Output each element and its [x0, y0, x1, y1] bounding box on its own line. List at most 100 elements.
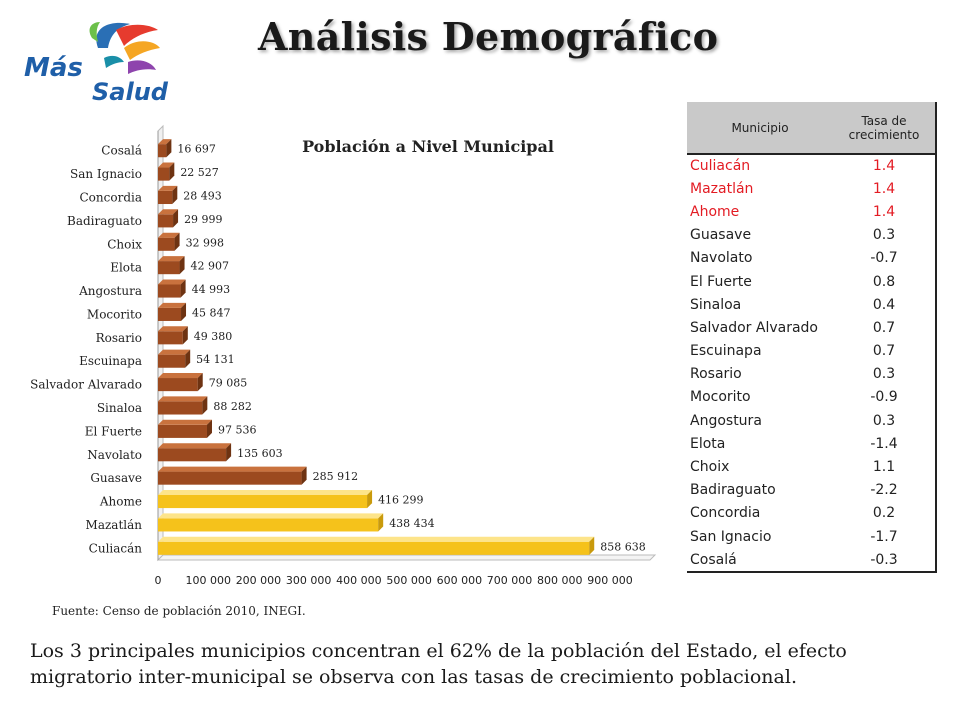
value-label: 88 282 — [213, 400, 252, 413]
cell-municipio: Badiraguato — [690, 482, 776, 499]
category-label: Choix — [107, 237, 142, 251]
cell-municipio: Concordia — [690, 505, 761, 522]
category-label: El Fuerte — [85, 424, 142, 438]
category-label: Mocorito — [87, 307, 142, 321]
bar-face — [158, 378, 198, 392]
table-row: Mazatlán 1.4 — [687, 177, 935, 200]
table-row: Escuinapa 0.7 — [687, 340, 935, 363]
bar-side — [182, 326, 188, 345]
cell-tasa: 0.2 — [872, 505, 896, 522]
cell-tasa: 1.1 — [872, 459, 896, 476]
bar-top — [158, 302, 187, 308]
cell-municipio: Mazatlán — [690, 180, 754, 197]
x-tick-label: 500 000 — [386, 574, 432, 587]
population-bar-chart: 0 100 000 200 000 300 000 400 000 500 000 600 … — [30, 124, 657, 587]
growth-rate-table: Municipio Tasa de crecimiento Culiacán 1.… — [687, 102, 937, 574]
bar-face — [158, 494, 368, 509]
category-label: Culiacán — [89, 541, 143, 555]
value-label: 22 527 — [180, 166, 219, 179]
bar-top — [158, 489, 373, 495]
category-label: Sinaloa — [97, 401, 142, 415]
bar-side — [166, 139, 172, 158]
cell-municipio: Mocorito — [690, 389, 751, 406]
category-label: Cosalá — [101, 144, 142, 158]
cell-municipio: El Fuerte — [690, 273, 752, 290]
bar-concordia — [158, 185, 178, 205]
table-row: Choix 1.1 — [687, 455, 935, 478]
bar-face — [158, 261, 180, 275]
bar-sinaloa — [158, 396, 208, 415]
table-row: Concordia 0.2 — [687, 502, 935, 525]
table-row: Cosalá -0.3 — [687, 548, 935, 571]
bar-top — [158, 162, 175, 168]
cell-municipio: Elota — [690, 435, 726, 452]
bar-face — [158, 424, 207, 438]
bar-top — [158, 373, 203, 379]
bar-side — [180, 279, 186, 298]
bar-navolato — [158, 443, 232, 462]
x-tick-label: 900 000 — [587, 574, 633, 587]
bar-side — [179, 256, 185, 275]
bar-face — [158, 448, 227, 462]
bar-top — [158, 396, 208, 402]
bar-mazatlán — [158, 513, 384, 532]
logo-text-salud: Salud — [92, 78, 169, 106]
bar-face — [158, 167, 170, 181]
x-tick-label: 100 000 — [185, 574, 231, 587]
bar-side — [301, 466, 307, 485]
value-label: 79 085 — [209, 377, 248, 390]
bar-mocorito — [158, 302, 187, 321]
table-row: Elota -1.4 — [687, 432, 935, 455]
cell-tasa: -0.3 — [870, 551, 898, 568]
table-row: Guasave 0.3 — [687, 224, 935, 247]
cell-tasa: 0.4 — [872, 296, 896, 313]
bar-side — [181, 302, 187, 321]
value-label: 285 912 — [313, 470, 359, 483]
value-label: 858 638 — [600, 540, 646, 553]
cell-tasa: 0.3 — [872, 227, 896, 244]
cell-municipio: San Ignacio — [690, 528, 772, 545]
bar-side — [367, 489, 373, 509]
cell-municipio: Navolato — [690, 250, 753, 267]
mas-salud-logo: Más Salud — [20, 18, 170, 108]
value-label: 32 998 — [186, 236, 225, 249]
bar-guasave — [158, 466, 307, 485]
bar-san-ignacio — [158, 162, 175, 181]
bar-salvador-alvarado — [158, 373, 203, 392]
value-label: 97 536 — [218, 423, 257, 436]
category-label: Ahome — [99, 495, 142, 509]
table-row: Angostura 0.3 — [687, 409, 935, 432]
bar-side — [589, 536, 595, 555]
bar-choix — [158, 232, 180, 251]
category-label: Elota — [110, 261, 142, 275]
bar-face — [158, 401, 203, 415]
bar-top — [158, 443, 232, 449]
bar-face — [158, 237, 175, 251]
x-tick-label: 400 000 — [336, 574, 382, 587]
bar-top — [158, 256, 185, 262]
value-label: 16 697 — [177, 143, 216, 156]
bar-top — [158, 536, 595, 542]
value-label: 28 493 — [183, 189, 222, 202]
bar-top — [158, 232, 180, 238]
bar-face — [158, 307, 182, 321]
bar-side — [174, 232, 180, 251]
table-row: San Ignacio -1.7 — [687, 525, 935, 548]
bar-side — [202, 396, 208, 415]
bar-rosario — [158, 326, 188, 345]
category-label: Guasave — [90, 471, 142, 485]
cell-municipio: Salvador Alvarado — [690, 319, 818, 336]
category-label: Navolato — [87, 448, 142, 462]
header-municipio: Municipio — [687, 102, 833, 155]
category-label: Salvador Alvarado — [30, 378, 142, 392]
bar-cosalá — [158, 139, 172, 158]
bar-el-fuerte — [158, 419, 212, 438]
bar-escuinapa — [158, 349, 191, 368]
cell-tasa: -1.4 — [870, 435, 898, 452]
bar-badiraguato — [158, 209, 179, 228]
x-tick-label: 0 — [155, 574, 162, 587]
cell-tasa: 1.4 — [872, 203, 896, 220]
value-label: 44 993 — [192, 283, 231, 296]
header-tasa: Tasa de crecimiento — [833, 102, 935, 155]
bar-face — [158, 284, 181, 298]
